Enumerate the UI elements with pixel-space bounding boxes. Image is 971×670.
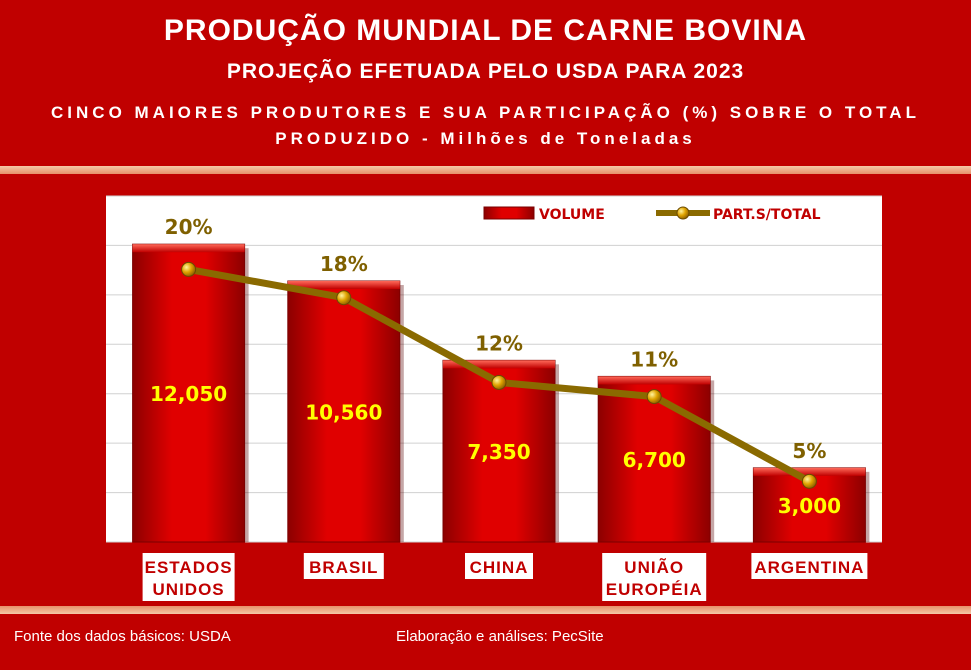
author-note: Elaboração e análises: PecSite xyxy=(396,628,604,645)
x-tick-label: EUROPÉIA xyxy=(606,580,703,599)
x-label-box xyxy=(751,553,868,579)
x-tick-label: ESTADOS xyxy=(145,558,233,577)
legend-marker xyxy=(676,206,690,220)
chart-title: PRODUÇÃO MUNDIAL DE CARNE BOVINA xyxy=(163,14,808,47)
percent-label: 18% xyxy=(320,252,368,276)
line-marker xyxy=(491,374,507,390)
legend-label-volume: VOLUME xyxy=(539,207,605,223)
line-marker xyxy=(336,290,352,306)
bar-top-bevel xyxy=(753,467,866,476)
bar-top-bevel xyxy=(287,281,400,290)
x-tick-label: BRASIL xyxy=(309,558,378,577)
percent-label: 12% xyxy=(475,331,523,355)
x-label-box xyxy=(142,553,235,601)
bottom-divider xyxy=(0,606,971,614)
bar-top-bevel xyxy=(132,244,245,253)
legend-label-share: PART.S/TOTAL xyxy=(713,207,821,223)
chart-description: CINCO MAIORES PRODUTORES E SUA PARTICIPA… xyxy=(51,103,920,148)
legend-swatch-volume xyxy=(483,206,535,220)
value-label: 7,350 xyxy=(467,440,530,464)
line-marker xyxy=(646,389,662,405)
x-tick-label: UNIDOS xyxy=(153,580,225,599)
bar-line-chart: 12,050 10,560 7,350 6,700 3,000 20% 18% 12% 11% 5… xyxy=(106,195,882,601)
x-label-box xyxy=(602,553,707,601)
bar-top-bevel xyxy=(598,376,711,385)
chart-subtitle: PROJEÇÃO EFETUADA PELO USDA PARA 2023 xyxy=(226,60,745,83)
value-label: 12,050 xyxy=(150,382,227,406)
x-tick-label: CHINA xyxy=(470,558,529,577)
chart-footer: Fonte dos dados básicos: USDA Elaboração… xyxy=(0,614,971,670)
percent-label: 20% xyxy=(165,215,213,239)
source-note: Fonte dos dados básicos: USDA xyxy=(14,628,231,645)
percent-label: 5% xyxy=(792,439,826,463)
x-label-box xyxy=(465,553,533,579)
data-labels: 12,050 10,560 7,350 6,700 3,000 20% 18% 12% 11% 5… xyxy=(150,215,841,518)
x-tick-label: UNIÃO xyxy=(624,557,684,577)
value-label: 3,000 xyxy=(778,494,841,518)
legend: VOLUME PART.S/TOTAL xyxy=(483,206,821,223)
line-marker xyxy=(801,473,817,489)
value-label: 6,700 xyxy=(623,448,686,472)
x-axis-labels: ESTADOS UNIDOS BRASIL CHINA UNIÃO EUROPÉIA ARG… xyxy=(142,553,868,601)
line-marker xyxy=(181,261,197,277)
percent-label: 11% xyxy=(630,347,678,371)
top-divider xyxy=(0,166,971,174)
bar xyxy=(132,243,246,543)
value-label: 10,560 xyxy=(305,401,382,425)
chart-header: PRODUÇÃO MUNDIAL DE CARNE BOVINA PROJEÇÃ… xyxy=(0,0,971,166)
x-tick-label: ARGENTINA xyxy=(754,558,864,577)
line-series xyxy=(181,261,817,489)
bar xyxy=(287,280,401,543)
bar-series xyxy=(132,243,870,543)
bar xyxy=(442,359,556,543)
bar-top-bevel xyxy=(443,360,555,369)
x-label-box xyxy=(303,553,384,579)
